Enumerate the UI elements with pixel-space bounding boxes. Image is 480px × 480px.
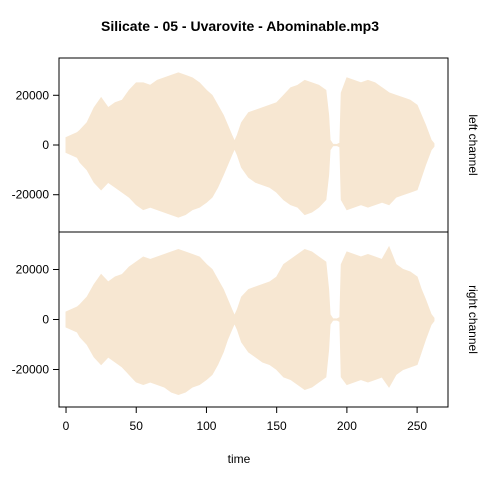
y-tick-label: 20000 xyxy=(16,88,50,102)
x-tick-label: 50 xyxy=(130,419,144,433)
y-tick-label: 0 xyxy=(42,138,49,152)
x-tick-label: 100 xyxy=(196,419,216,433)
series-label-left: left channel xyxy=(466,114,480,175)
y-tick-label: 0 xyxy=(42,313,49,327)
waveform-left xyxy=(65,72,435,218)
x-tick-label: 200 xyxy=(337,419,357,433)
y-tick-label: -20000 xyxy=(12,363,50,377)
x-tick-label: 250 xyxy=(407,419,427,433)
waveform-right xyxy=(65,245,435,396)
series-label-right: right channel xyxy=(466,285,480,354)
y-tick-label: 20000 xyxy=(16,263,50,277)
x-tick-label: 150 xyxy=(267,419,287,433)
chart-title: Silicate - 05 - Uvarovite - Abominable.m… xyxy=(101,18,379,34)
x-axis-label: time xyxy=(228,452,251,466)
y-tick-label: -20000 xyxy=(12,188,50,202)
x-tick-label: 0 xyxy=(63,419,70,433)
